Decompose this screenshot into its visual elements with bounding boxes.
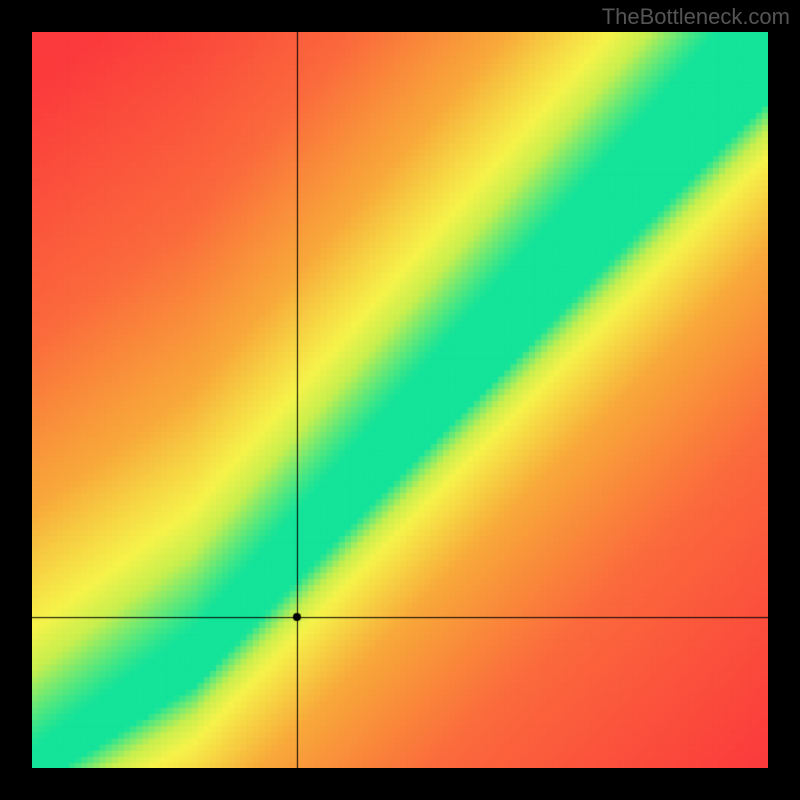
attribution-label: TheBottleneck.com: [602, 4, 790, 30]
chart-container: TheBottleneck.com: [0, 0, 800, 800]
heatmap-canvas: [32, 32, 768, 768]
plot-area: [32, 32, 768, 768]
